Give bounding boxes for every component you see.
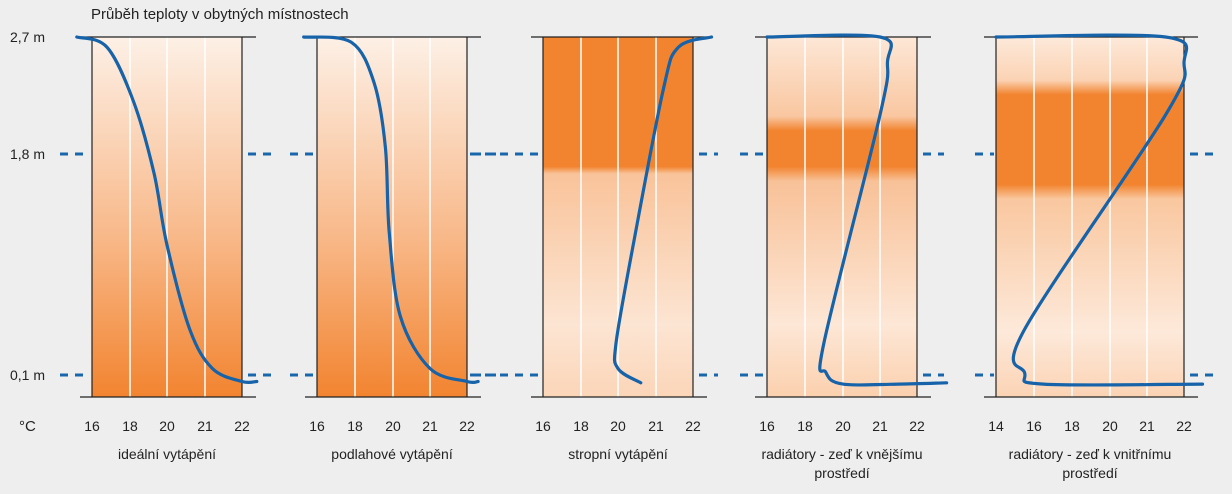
panel-background	[317, 37, 467, 397]
chart-panel: 16 18 20 21 22 podlahové vytápění	[290, 35, 499, 462]
tick-label: 18	[347, 418, 363, 434]
tick-label: 21	[872, 418, 888, 434]
panel-background	[996, 37, 1184, 397]
panel-caption: prostředí	[814, 465, 869, 481]
unit-label: °C	[19, 418, 36, 435]
chart-panels: 16 18 20 21 22 ideální vytápění 16 18 20 21 22 podl…	[60, 33, 1216, 481]
temperature-curve	[302, 35, 480, 385]
chart-panel: 16 18 20 21 22 ideální vytápění	[60, 35, 271, 462]
height-label: 1,8 m	[10, 146, 45, 162]
chart-panel: 16 18 20 21 22 radiátory - zeď k vnějšímu pros…	[740, 33, 949, 481]
tick-label: 20	[835, 418, 851, 434]
height-label: 0,1 m	[10, 367, 45, 383]
tick-label: 20	[385, 418, 401, 434]
tick-label: 16	[759, 418, 775, 434]
panel-caption: radiátory - zeď k vnitřnímu	[1009, 446, 1172, 462]
tick-label: 21	[648, 418, 664, 434]
temperature-curve	[994, 33, 1205, 387]
tick-label: 21	[1139, 418, 1155, 434]
tick-label: 22	[234, 418, 250, 434]
tick-label: 22	[685, 418, 701, 434]
height-label: 2,7 m	[10, 29, 45, 45]
tick-label: 16	[535, 418, 551, 434]
tick-label: 20	[159, 418, 175, 434]
tick-label: 18	[573, 418, 589, 434]
tick-label: 18	[122, 418, 138, 434]
height-labels: 2,7 m 1,8 m 0,1 m	[10, 29, 45, 383]
panel-caption: stropní vytápění	[568, 446, 668, 462]
tick-label: 20	[610, 418, 626, 434]
temperature-curve	[765, 33, 949, 387]
tick-label: 20	[1102, 418, 1118, 434]
tick-label: 18	[797, 418, 813, 434]
panel-caption: prostředí	[1062, 465, 1117, 481]
tick-label: 16	[309, 418, 325, 434]
tick-label: 18	[1064, 418, 1080, 434]
tick-label: 21	[197, 418, 213, 434]
temperature-curve	[612, 35, 714, 385]
tick-label: 16	[1026, 418, 1042, 434]
tick-label: 16	[84, 418, 100, 434]
temperature-curve	[75, 35, 259, 385]
chart-panel: 16 18 20 21 22 stropní vytápění	[470, 35, 718, 462]
panel-caption: ideální vytápění	[118, 446, 216, 462]
tick-label: 22	[459, 418, 475, 434]
tick-label: 14	[988, 418, 1004, 434]
panel-caption: radiátory - zeď k vnějšímu	[761, 446, 922, 462]
panel-caption: podlahové vytápění	[331, 446, 453, 462]
panel-background	[767, 37, 917, 397]
chart-title: Průběh teploty v obytných místnostech	[91, 6, 349, 23]
tick-label: 21	[422, 418, 438, 434]
tick-label: 22	[909, 418, 925, 434]
tick-label: 22	[1176, 418, 1192, 434]
